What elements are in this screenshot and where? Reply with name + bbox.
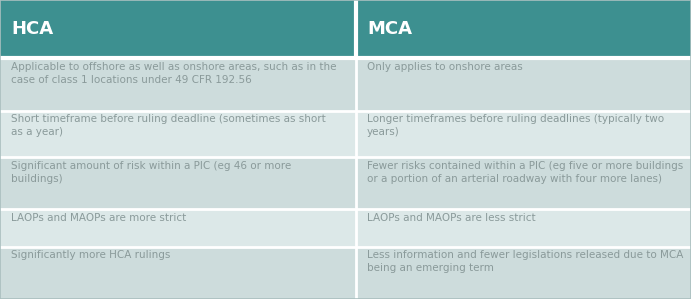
Bar bbox=[356, 209, 691, 247]
Bar bbox=[356, 247, 691, 299]
Text: LAOPs and MAOPs are more strict: LAOPs and MAOPs are more strict bbox=[11, 213, 187, 223]
Bar bbox=[356, 0, 691, 58]
Text: MCA: MCA bbox=[367, 20, 412, 38]
Text: Significant amount of risk within a PIC (eg 46 or more
buildings): Significant amount of risk within a PIC … bbox=[11, 161, 292, 184]
Bar bbox=[0, 0, 356, 58]
Text: Short timeframe before ruling deadline (sometimes as short
as a year): Short timeframe before ruling deadline (… bbox=[11, 114, 325, 138]
Bar bbox=[0, 247, 356, 299]
Text: Only applies to onshore areas: Only applies to onshore areas bbox=[367, 62, 522, 72]
Bar bbox=[356, 157, 691, 209]
Text: Less information and fewer legislations released due to MCA
being an emerging te: Less information and fewer legislations … bbox=[367, 250, 683, 274]
Text: LAOPs and MAOPs are less strict: LAOPs and MAOPs are less strict bbox=[367, 213, 536, 223]
Bar bbox=[0, 209, 356, 247]
Bar bbox=[0, 58, 356, 111]
Text: Significantly more HCA rulings: Significantly more HCA rulings bbox=[11, 250, 171, 260]
Text: Fewer risks contained within a PIC (eg five or more buildings
or a portion of an: Fewer risks contained within a PIC (eg f… bbox=[367, 161, 683, 184]
Bar bbox=[0, 111, 356, 157]
Bar bbox=[356, 111, 691, 157]
Text: Longer timeframes before ruling deadlines (typically two
years): Longer timeframes before ruling deadline… bbox=[367, 114, 664, 138]
Bar bbox=[0, 157, 356, 209]
Bar bbox=[356, 58, 691, 111]
Text: Applicable to offshore as well as onshore areas, such as in the
case of class 1 : Applicable to offshore as well as onshor… bbox=[11, 62, 337, 85]
Text: HCA: HCA bbox=[11, 20, 53, 38]
